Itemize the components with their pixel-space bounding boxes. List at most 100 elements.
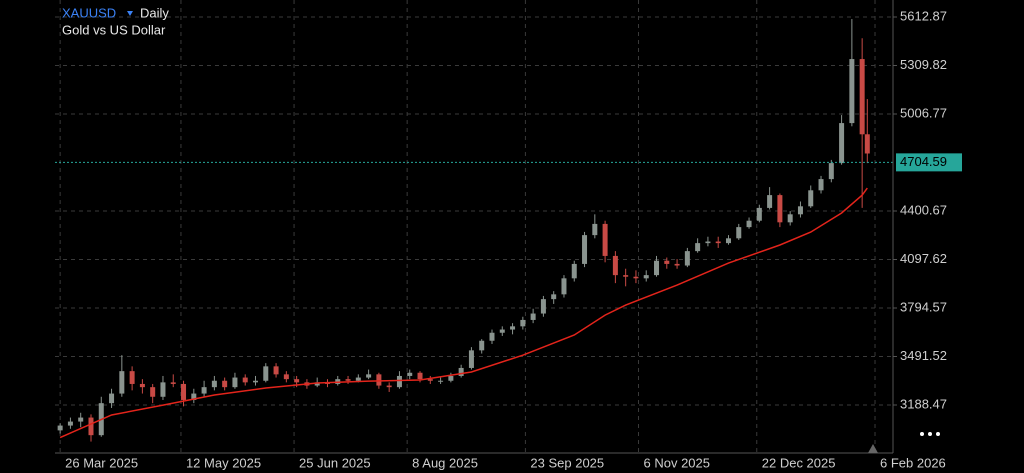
candle-body [468, 350, 474, 368]
candle-body [170, 382, 176, 384]
candle-body [314, 382, 320, 386]
candle-body [797, 206, 803, 215]
candle-body [551, 294, 557, 300]
candle-body [88, 417, 94, 436]
candle-body [777, 195, 783, 223]
candle-body [160, 382, 166, 397]
candle-body [530, 313, 536, 320]
candle-body [129, 371, 135, 384]
candle-body [643, 275, 649, 279]
current-price-label: 4704.59 [900, 154, 947, 169]
candle-body [705, 241, 711, 244]
symbol-dropdown-icon[interactable] [127, 11, 133, 16]
candle-body [684, 251, 690, 266]
candle-body [715, 241, 721, 244]
candle-body [602, 223, 608, 256]
y-tick-label: 5612.87 [900, 8, 947, 23]
candle-body [355, 377, 361, 381]
candle-body [746, 220, 752, 228]
symbol[interactable]: XAUUSD [62, 5, 116, 20]
candle-body [253, 380, 259, 383]
candle-body [345, 379, 351, 381]
candle-body [417, 372, 423, 380]
candle-body [736, 227, 742, 239]
candle-body [78, 417, 84, 422]
candle-body [612, 255, 618, 276]
x-tick-label: 23 Sep 2025 [530, 455, 604, 470]
candle-body [756, 207, 762, 221]
x-tick-label: 26 Mar 2025 [65, 455, 138, 470]
menu-dot[interactable] [928, 432, 932, 436]
subtitle: Gold vs US Dollar [62, 22, 166, 37]
candle-body [119, 371, 125, 394]
candle-body [386, 385, 392, 388]
y-tick-label: 5006.77 [900, 105, 947, 120]
menu-dot[interactable] [936, 432, 940, 436]
candle-body [427, 379, 433, 381]
candle-body [294, 379, 300, 383]
candle-body [407, 372, 413, 376]
x-tick-label: 6 Feb 2026 [880, 455, 946, 470]
candle-body [222, 380, 228, 388]
candle-body [242, 377, 248, 383]
candle-body [623, 275, 629, 277]
candle-body [561, 278, 567, 295]
candle-body [201, 387, 207, 394]
y-tick-label: 3794.57 [900, 299, 947, 314]
y-tick-label: 4097.62 [900, 251, 947, 266]
y-tick-label: 4400.67 [900, 202, 947, 217]
candle-body [67, 421, 73, 426]
y-tick-label: 3188.47 [900, 396, 947, 411]
candle-body [571, 263, 577, 279]
candle-body [674, 263, 680, 266]
candle-body [479, 340, 485, 351]
candle-body [191, 393, 197, 400]
candle-body [232, 377, 238, 388]
x-tick-label: 22 Dec 2025 [762, 455, 836, 470]
candle-body [448, 375, 454, 381]
candle-body [489, 332, 495, 341]
candle-body [499, 329, 505, 333]
candle-body [839, 123, 845, 164]
candle-body [633, 276, 639, 279]
grid [55, 0, 893, 453]
menu-dot[interactable] [920, 432, 924, 436]
candle-body [767, 195, 773, 208]
candle-body [664, 260, 670, 264]
candle-body [828, 163, 834, 180]
candle-body [849, 59, 855, 124]
candle-body [57, 425, 63, 431]
candle-body [520, 319, 526, 327]
candle-body [859, 59, 865, 135]
x-tick-label: 6 Nov 2025 [644, 455, 711, 470]
candle-body [695, 243, 701, 252]
candle-body [725, 238, 731, 244]
y-tick-label: 3491.52 [900, 348, 947, 363]
candle-body [654, 260, 660, 276]
candle-body [273, 366, 279, 375]
candle-body [510, 326, 516, 330]
candle-body [366, 374, 372, 378]
candle-body [864, 134, 870, 154]
candle-body [211, 380, 217, 388]
more-menu[interactable] [920, 432, 940, 436]
candle-body [787, 214, 793, 223]
candle-body [458, 367, 464, 376]
candle-body [283, 374, 289, 380]
candle-body [109, 393, 115, 404]
x-tick-label: 12 May 2025 [186, 455, 261, 470]
candle-body [139, 383, 145, 388]
candle-body [376, 374, 382, 386]
candle-body [540, 299, 546, 314]
candle-body [181, 383, 187, 400]
current-price-tag [896, 153, 962, 172]
timeframe[interactable]: Daily [140, 5, 169, 20]
candle-body [263, 366, 269, 381]
current-bar-marker [868, 444, 878, 453]
candle-body [396, 375, 402, 388]
x-tick-label: 25 Jun 2025 [299, 455, 371, 470]
candle-body [592, 223, 598, 236]
